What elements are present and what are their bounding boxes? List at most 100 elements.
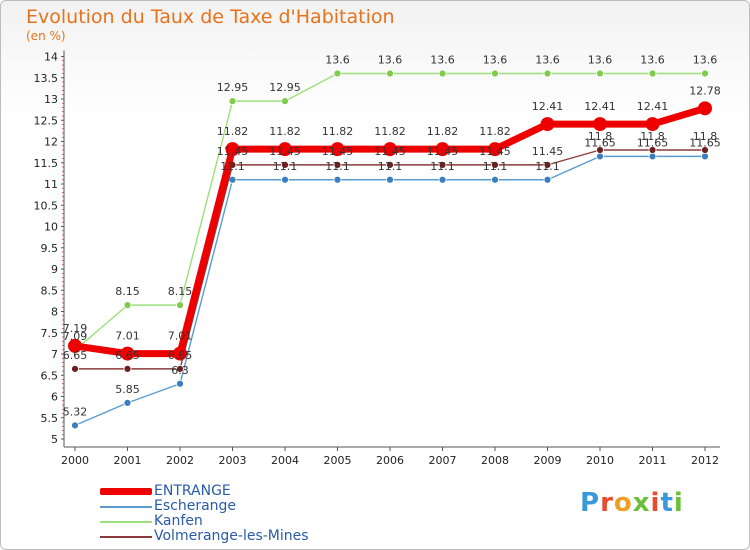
data-point (596, 152, 604, 161)
data-point (543, 175, 552, 184)
proxiti-logo: Proxiti (580, 488, 684, 518)
data-label: 11.82 (374, 125, 406, 138)
data-point (386, 69, 394, 78)
y-tick-label: 8 (51, 306, 58, 319)
data-label: 12.78 (689, 84, 721, 97)
data-point (543, 160, 552, 169)
data-label: 5.85 (115, 383, 140, 396)
legend-label-entrange: ENTRANGE (154, 483, 231, 499)
x-tick-label: 2003 (219, 454, 247, 467)
data-point (648, 152, 657, 161)
data-point (593, 117, 607, 132)
data-label: 13.6 (535, 54, 560, 67)
data-label: 13.6 (640, 54, 665, 67)
y-tick-label: 11 (44, 178, 58, 191)
legend-label-escherange: Escherange (154, 498, 237, 514)
data-point (543, 69, 552, 78)
x-tick-label: 2006 (376, 454, 404, 467)
legend-label-volmerange-les-mines: Volmerange-les-Mines (154, 528, 309, 544)
x-tick-label: 2001 (114, 454, 142, 467)
data-label: 7.19 (63, 322, 88, 335)
data-label: 11.82 (217, 125, 249, 138)
data-point (120, 346, 135, 361)
data-label: 8.15 (115, 285, 140, 298)
data-point (438, 175, 447, 184)
data-label: 11.65 (584, 136, 616, 149)
data-point (281, 97, 289, 106)
data-label: 11.82 (479, 125, 511, 138)
data-point (648, 146, 657, 154)
data-label: 7.01 (115, 330, 140, 343)
y-tick-label: 6 (51, 391, 58, 404)
data-point (228, 175, 237, 184)
x-tick-label: 2008 (481, 454, 509, 467)
data-label: 11.1 (325, 160, 350, 173)
data-point (281, 175, 289, 184)
data-point (123, 398, 132, 407)
data-label: 11.65 (689, 136, 721, 149)
x-tick-label: 2004 (271, 454, 299, 467)
data-point (176, 379, 184, 388)
data-label: 6.65 (63, 349, 88, 362)
data-label: 11.82 (322, 125, 354, 138)
data-point (173, 346, 187, 361)
data-label: 11.45 (427, 145, 459, 158)
data-point (123, 301, 132, 310)
data-point (71, 421, 79, 430)
data-point (491, 69, 499, 78)
y-tick-label: 5 (51, 433, 58, 446)
data-label: 11.1 (378, 160, 403, 173)
data-point (698, 101, 712, 116)
data-point (596, 69, 604, 78)
logo-letter: r (600, 488, 614, 518)
data-label: 11.1 (483, 160, 508, 173)
data-label: 13.6 (430, 54, 455, 67)
data-label: 11.1 (273, 160, 298, 173)
data-point (383, 142, 397, 157)
y-tick-label: 14 (44, 51, 58, 64)
data-point (491, 160, 499, 169)
x-tick-label: 2012 (691, 454, 719, 467)
logo-letter: P (580, 488, 601, 518)
data-point (68, 338, 82, 353)
data-label: 13.6 (378, 54, 403, 67)
x-tick-label: 2002 (166, 454, 194, 467)
chart-title: Evolution du Taux de Taxe d'Habitation (26, 6, 395, 28)
data-label: 6.3 (171, 364, 189, 377)
data-label: 7.09 (63, 330, 88, 343)
data-point (386, 160, 394, 169)
data-point (648, 69, 657, 78)
data-label: 11.45 (217, 145, 249, 158)
y-tick-label: 7 (51, 348, 58, 361)
data-point (330, 142, 345, 157)
y-tick-label: 13 (44, 93, 58, 106)
data-point (438, 69, 447, 78)
y-tick-label: 10 (44, 221, 58, 234)
data-point (176, 301, 184, 310)
x-tick-label: 2007 (429, 454, 457, 467)
data-point (123, 364, 132, 373)
data-label: 13.6 (588, 54, 613, 67)
data-label: 11.82 (269, 125, 301, 138)
data-point (488, 142, 502, 157)
data-point (333, 69, 342, 78)
data-label: 11.45 (532, 145, 564, 158)
data-label: 11.1 (220, 160, 245, 173)
data-label: 12.95 (217, 81, 249, 94)
data-label: 11.45 (479, 145, 511, 158)
data-point (596, 146, 604, 154)
x-tick-label: 2005 (324, 454, 352, 467)
data-point (71, 364, 79, 373)
x-tick-label: 2011 (639, 454, 667, 467)
data-label: 12.95 (269, 81, 301, 94)
legend-swatch-kanfen (100, 521, 152, 523)
x-tick-label: 2000 (61, 454, 89, 467)
y-tick-label: 13.5 (34, 72, 59, 85)
data-label: 11.45 (269, 145, 301, 158)
y-tick-label: 10.5 (34, 199, 59, 212)
data-label: 12.41 (532, 100, 564, 113)
y-tick-label: 5.5 (41, 412, 59, 425)
data-label: 12.41 (637, 100, 669, 113)
